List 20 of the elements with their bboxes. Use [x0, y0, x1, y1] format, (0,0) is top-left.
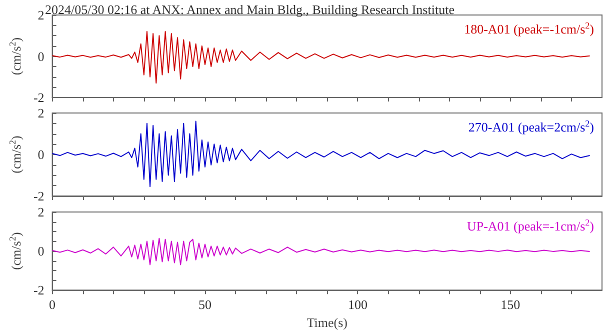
line-series: [52, 120, 590, 188]
y-tick-label: 2: [38, 204, 44, 220]
line-series: [52, 238, 590, 266]
y-tick-label: 0: [38, 48, 44, 64]
y-axis-title: (cm/s2): [8, 136, 24, 174]
y-tick-label: 0: [38, 244, 44, 259]
y-axis-title: (cm/s2): [8, 37, 24, 76]
x-tick-label: 100: [348, 297, 368, 312]
x-tick-label: 50: [198, 297, 212, 312]
y-tick-label: 2: [38, 106, 44, 120]
y-tick-label: 2: [38, 8, 44, 22]
y-tick-label: 0: [38, 147, 44, 162]
y-tick-label: -2: [33, 188, 44, 204]
y-axis-title: (cm/s2): [8, 232, 24, 270]
x-tick-label: 150: [500, 297, 520, 312]
x-tick-label: 0: [49, 297, 56, 312]
y-tick-label: -2: [33, 282, 44, 298]
x-axis-title: Time(s): [306, 315, 348, 330]
chart-title: 2024/05/30 02:16 at ANX: Annex and Main Bldg., Building Research Institute: [45, 2, 455, 17]
y-tick-label: -2: [33, 90, 44, 105]
